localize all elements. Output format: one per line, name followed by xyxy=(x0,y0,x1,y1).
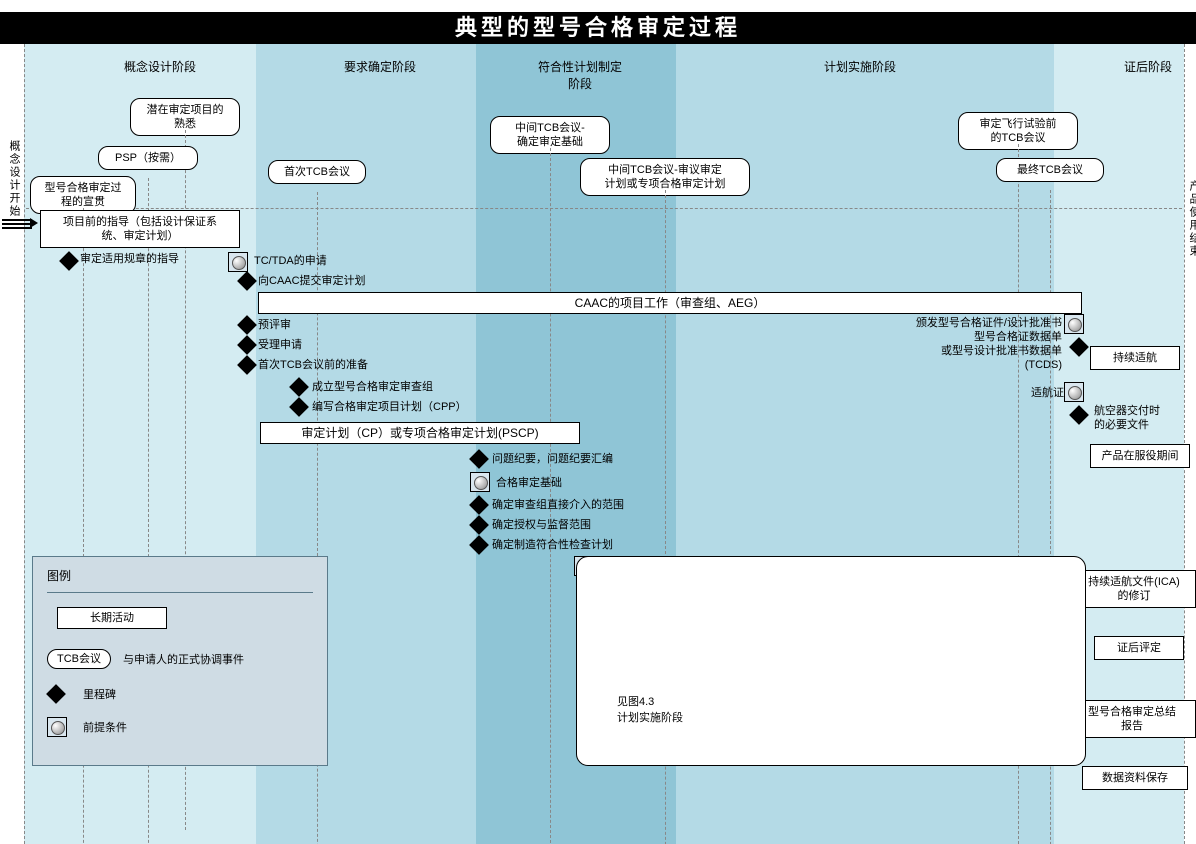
item-7-label: 编写合格审定项目计划（CPP） xyxy=(312,400,467,414)
legend-long-activity: 长期活动 xyxy=(57,607,167,629)
r5: 持续适航文件(ICA)的修订 xyxy=(1072,570,1196,608)
item-16-label: 适航证 xyxy=(1014,386,1064,400)
plan-implementation-box: 见图4.3 计划实施阶段 xyxy=(576,556,1086,766)
bigpill-line2: 计划实施阶段 xyxy=(617,709,683,725)
page-title: 典型的型号合格审定过程 xyxy=(0,12,1196,44)
phase-label-2: 符合性计划制定阶段 xyxy=(520,58,640,92)
item-11-diamond-icon xyxy=(470,516,488,534)
item-12-diamond-icon xyxy=(470,536,488,554)
item-10-diamond-icon xyxy=(470,496,488,514)
item-17-diamond-icon xyxy=(1070,406,1088,424)
p4: 首次TCB会议 xyxy=(268,160,366,184)
legend-tcb-desc: 与申请人的正式协调事件 xyxy=(123,651,244,667)
r4: 产品在服役期间 xyxy=(1090,444,1190,468)
entry-arrow xyxy=(2,218,40,232)
item-5-diamond-icon xyxy=(238,356,256,374)
item-8-label: 问题纪要，问题纪要汇编 xyxy=(492,452,613,466)
legend-circle-icon xyxy=(47,717,67,737)
item-3-label: 预评审 xyxy=(258,318,291,332)
legend-title: 图例 xyxy=(47,567,313,584)
left-boundary xyxy=(24,44,25,844)
baseline-dash xyxy=(26,208,1182,209)
item-16-circle-icon xyxy=(1064,382,1084,402)
item-14-label: 颁发型号合格证件/设计批准书型号合格证数据单或型号设计批准书数据单(TCDS) xyxy=(876,316,1062,372)
r9: CAAC的项目工作（审查组、AEG） xyxy=(258,292,1082,314)
item-3-diamond-icon xyxy=(238,316,256,334)
legend-milestone: 里程碑 xyxy=(83,686,116,702)
item-9-circle-icon xyxy=(470,472,490,492)
r1: 项目前的指导（包括设计保证系统、审定计划） xyxy=(40,210,240,248)
r3: 持续适航 xyxy=(1090,346,1180,370)
r8: 数据资料保存 xyxy=(1082,766,1188,790)
p2: PSP（按需） xyxy=(98,146,198,170)
item-17-label: 航空器交付时的必要文件 xyxy=(1094,404,1160,432)
item-2-label: 向CAAC提交审定计划 xyxy=(258,274,366,288)
p8: 最终TCB会议 xyxy=(996,158,1104,182)
phase-label-3: 计划实施阶段 xyxy=(800,58,920,75)
item-1-label: TC/TDA的申请 xyxy=(254,254,327,268)
item-4-diamond-icon xyxy=(238,336,256,354)
item-0-diamond-icon xyxy=(60,252,78,270)
item-6-diamond-icon xyxy=(290,378,308,396)
legend-panel: 图例 长期活动 TCB会议 与申请人的正式协调事件 里程碑 前提条件 xyxy=(32,556,328,766)
item-12-label: 确定制造符合性检查计划 xyxy=(492,538,613,552)
right-vertical-label: 产品使用结束 xyxy=(1186,180,1196,258)
item-15-diamond-icon xyxy=(1070,338,1088,356)
item-10-label: 确定审查组直接介入的范围 xyxy=(492,498,624,512)
r2: 审定计划（CP）或专项合格审定计划(PSCP) xyxy=(260,422,580,444)
phase-label-4: 证后阶段 xyxy=(1088,58,1196,75)
item-2-diamond-icon xyxy=(238,272,256,290)
item-7-diamond-icon xyxy=(290,398,308,416)
item-8-diamond-icon xyxy=(470,450,488,468)
legend-tcb: TCB会议 xyxy=(47,649,111,669)
item-6-label: 成立型号合格审定审查组 xyxy=(312,380,433,394)
legend-diamond-icon xyxy=(47,685,65,703)
legend-precond: 前提条件 xyxy=(83,719,127,735)
left-vertical-label: 概念设计开始 xyxy=(6,140,22,218)
item-0-label: 审定适用规章的指导 xyxy=(80,252,179,266)
r7: 型号合格审定总结报告 xyxy=(1068,700,1196,738)
bigpill-line1: 见图4.3 xyxy=(617,693,683,709)
item-11-label: 确定授权与监督范围 xyxy=(492,518,591,532)
item-9-label: 合格审定基础 xyxy=(496,476,562,490)
phase-label-1: 要求确定阶段 xyxy=(320,58,440,75)
item-1-circle-icon xyxy=(228,252,248,272)
phase-label-0: 概念设计阶段 xyxy=(100,58,220,75)
item-5-label: 首次TCB会议前的准备 xyxy=(258,358,368,372)
item-4-label: 受理申请 xyxy=(258,338,302,352)
r6: 证后评定 xyxy=(1094,636,1184,660)
p5-dropline xyxy=(550,148,551,844)
item-14-circle-icon xyxy=(1064,314,1084,334)
